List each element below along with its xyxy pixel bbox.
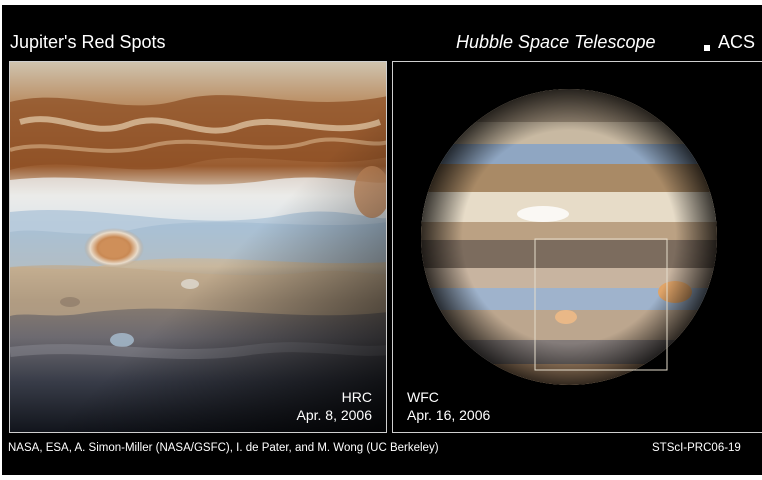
jupiter-globe-image [421, 89, 717, 385]
hrc-camera-label: HRC [341, 389, 372, 405]
hrc-closeup-panel: HRC Apr. 8, 2006 [9, 61, 387, 433]
jupiter-closeup-image [10, 62, 386, 432]
image-credit: NASA, ESA, A. Simon-Miller (NASA/GSFC), … [8, 442, 439, 454]
wfc-date-label: Apr. 16, 2006 [407, 407, 491, 423]
square-bullet-icon [704, 45, 710, 51]
image-title: Jupiter's Red Spots [10, 32, 166, 52]
wfc-camera-label: WFC [407, 389, 439, 405]
telescope-name: Hubble Space Telescope [456, 32, 656, 52]
hrc-date-label: Apr. 8, 2006 [296, 407, 372, 423]
closeup-region-box [534, 238, 668, 371]
instrument-name: ACS [718, 32, 756, 52]
release-id: STScI-PRC06-19 [652, 442, 741, 454]
image-plate: Jupiter's Red Spots Hubble Space Telesco… [2, 5, 762, 475]
wfc-fulldisk-panel: WFC Apr. 16, 2006 [392, 61, 762, 433]
